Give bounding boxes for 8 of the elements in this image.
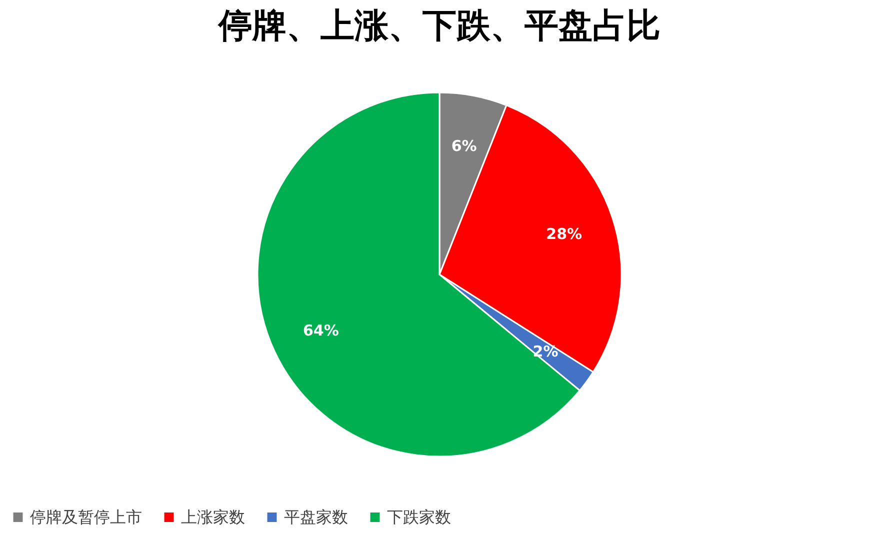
data-label: 64% — [302, 321, 339, 340]
legend-label: 下跌家数 — [387, 507, 451, 526]
data-label: 6% — [451, 136, 477, 155]
legend-label: 上涨家数 — [181, 507, 245, 526]
legend-label: 平盘家数 — [284, 507, 348, 526]
legend-label: 停牌及暂停上市 — [30, 507, 142, 526]
data-label: 28% — [546, 225, 582, 244]
chart-title: 停牌、上涨、下跌、平盘占比 — [218, 6, 660, 46]
